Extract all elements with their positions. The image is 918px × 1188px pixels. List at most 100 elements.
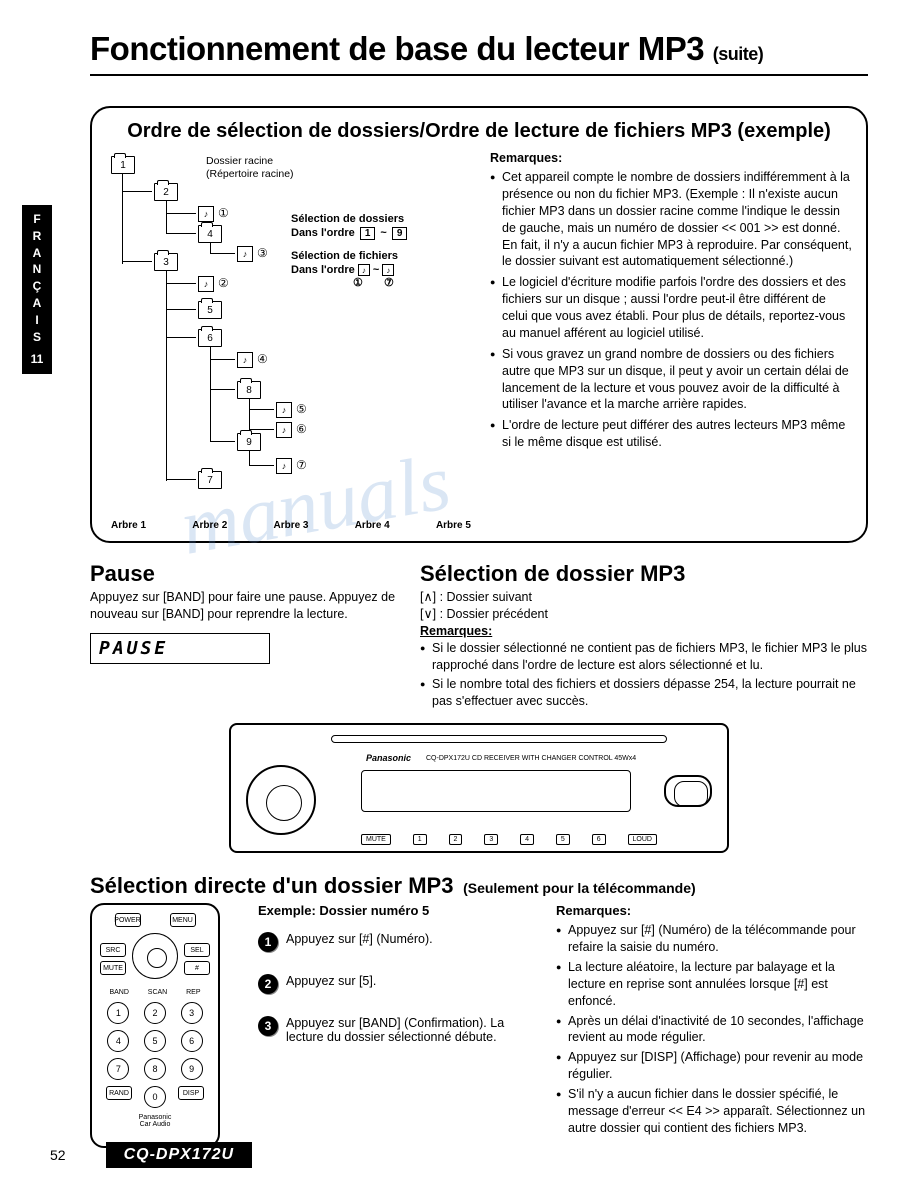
root-label: Dossier racine — [206, 155, 273, 167]
lang-label: FRANÇAIS — [33, 212, 42, 344]
select-down: [∨] : Dossier précédent — [420, 606, 868, 623]
stereo-btn-2: 2 — [449, 834, 463, 845]
remote-rep-label: REP — [186, 989, 200, 996]
language-tab: FRANÇAIS 11 — [22, 205, 52, 374]
stereo-btn-6: 6 — [592, 834, 606, 845]
page-number: 52 — [50, 1147, 66, 1163]
remote-3: 3 — [181, 1002, 203, 1024]
box-remark-2: Le logiciel d'écriture modifie parfois l… — [490, 274, 852, 342]
stereo-screen — [361, 770, 631, 812]
select-remarks-h: Remarques: — [420, 623, 868, 640]
step-1: 1 Appuyez sur [#] (Numéro). — [258, 932, 538, 952]
box-remark-1: Cet appareil compte le nombre de dossier… — [490, 169, 852, 270]
box-remark-4: L'ordre de lecture peut différer des aut… — [490, 417, 852, 451]
remote-band-label: BAND — [109, 989, 128, 996]
file-4: ♪ — [237, 352, 253, 368]
step-num-2: 2 — [258, 974, 278, 994]
selection-legend: Sélection de dossiers Dans l'ordre 1 ~ 9… — [291, 211, 471, 291]
sel-to-folder: 9 — [392, 227, 408, 240]
stereo-btn-mute: MUTE — [361, 834, 391, 845]
sel-folders-h: Sélection de dossiers — [291, 213, 471, 225]
tree-label-4: Arbre 4 — [355, 520, 390, 531]
box-remarks-h: Remarques: — [490, 151, 852, 165]
step-3-text: Appuyez sur [BAND] (Confirmation). La le… — [286, 1016, 538, 1044]
circ-4: ④ — [257, 352, 268, 366]
steps-column: Exemple: Dossier numéro 5 1 Appuyez sur … — [258, 903, 538, 1148]
title-text: Fonctionnement de base du lecteur MP3 — [90, 30, 704, 67]
remote-scan-label: SCAN — [148, 989, 167, 996]
pause-display: PAUSE — [90, 633, 270, 664]
remote-menu: MENU — [170, 913, 196, 927]
step-2-text: Appuyez sur [5]. — [286, 974, 376, 988]
tree-label-5: Arbre 5 — [436, 520, 471, 531]
circ-5: ⑤ — [296, 402, 307, 416]
folder-3: 3 — [154, 253, 178, 271]
tree-label-1: Arbre 1 — [111, 520, 146, 531]
remote-power: POWER — [115, 913, 141, 927]
remote-8: 8 — [144, 1058, 166, 1080]
folder-4: 4 — [198, 225, 222, 243]
stereo-btn-1: 1 — [413, 834, 427, 845]
circ-7: ⑦ — [296, 458, 307, 472]
sel-folders-line: Dans l'ordre 1 ~ 9 — [291, 227, 471, 240]
remote-rand: RAND — [106, 1086, 132, 1100]
sel-from-folder: 1 — [360, 227, 376, 240]
circ-3: ③ — [257, 246, 268, 260]
file-1: ♪ — [198, 206, 214, 222]
box-remarks: Remarques: Cet appareil compte le nombre… — [490, 151, 852, 531]
pause-body: Appuyez sur [BAND] pour faire une pause.… — [90, 589, 400, 623]
pause-section: Pause Appuyez sur [BAND] pour faire une … — [90, 561, 400, 713]
remote-src: SRC — [100, 943, 126, 957]
folder-5: 5 — [198, 301, 222, 319]
sel-files-text: Dans l'ordre — [291, 264, 355, 276]
folder-7: 7 — [198, 471, 222, 489]
remote-illustration: POWER MENU SRC MUTE SEL # BAND SCAN REP … — [90, 903, 220, 1148]
folder-9: 9 — [237, 433, 261, 451]
sel-to-circ: ⑦ — [384, 277, 394, 289]
remote-6: 6 — [181, 1030, 203, 1052]
remote-9: 9 — [181, 1058, 203, 1080]
direct-heading: Sélection directe d'un dossier MP3 — [90, 873, 453, 898]
stereo-btn-loud: LOUD — [628, 834, 657, 845]
stereo-btn-4: 4 — [520, 834, 534, 845]
step-3: 3 Appuyez sur [BAND] (Confirmation). La … — [258, 1016, 538, 1044]
remote-disp: DISP — [178, 1086, 204, 1100]
remote-dpad — [132, 933, 178, 979]
sel-files-line: Dans l'ordre ♪ ~ ♪ ① ⑦ — [291, 264, 471, 289]
direct-remark-4: Appuyez sur [DISP] (Affichage) pour reve… — [556, 1049, 868, 1083]
select-heading: Sélection de dossier MP3 — [420, 561, 868, 587]
circ-1: ① — [218, 206, 229, 220]
circ-2: ② — [218, 276, 229, 290]
remote-brand: Panasonic Car Audio — [100, 1114, 210, 1128]
folder-order-box: Ordre de sélection de dossiers/Ordre de … — [90, 106, 868, 543]
sel-from-file: ♪ — [358, 264, 370, 276]
stereo-btn-5: 5 — [556, 834, 570, 845]
stereo-left-knob — [246, 765, 316, 835]
remote-hash: # — [184, 961, 210, 975]
direct-remark-1: Appuyez sur [#] (Numéro) de la télécomma… — [556, 922, 868, 956]
remote-7: 7 — [107, 1058, 129, 1080]
page-title: Fonctionnement de base du lecteur MP3 (s… — [90, 30, 868, 68]
folder-6: 6 — [198, 329, 222, 347]
file-2: ♪ — [198, 276, 214, 292]
step-num-1: 1 — [258, 932, 278, 952]
tree-diagram: 1 Dossier racine (Répertoire racine) 2 3… — [106, 151, 476, 531]
file-7: ♪ — [276, 458, 292, 474]
stereo-bottom-buttons: MUTE 1 2 3 4 5 6 LOUD — [361, 834, 657, 845]
tree-bottom-labels: Arbre 1 Arbre 2 Arbre 3 Arbre 4 Arbre 5 — [106, 520, 476, 531]
direct-remark-5: S'il n'y a aucun fichier dans le dossier… — [556, 1086, 868, 1137]
cd-slot — [331, 735, 667, 743]
remote-2: 2 — [144, 1002, 166, 1024]
model-badge: CQ-DPX172U — [106, 1142, 252, 1168]
remote-1: 1 — [107, 1002, 129, 1024]
step-1-text: Appuyez sur [#] (Numéro). — [286, 932, 433, 946]
tree-label-3: Arbre 3 — [273, 520, 308, 531]
sel-to-file: ♪ — [382, 264, 394, 276]
file-3: ♪ — [237, 246, 253, 262]
root-sub: (Répertoire racine) — [206, 168, 294, 180]
select-folder-section: Sélection de dossier MP3 [∧] : Dossier s… — [420, 561, 868, 713]
remote-sel: SEL — [184, 943, 210, 957]
step-2: 2 Appuyez sur [5]. — [258, 974, 538, 994]
direct-remarks: Remarques: Appuyez sur [#] (Numéro) de l… — [556, 903, 868, 1148]
circ-6: ⑥ — [296, 422, 307, 436]
